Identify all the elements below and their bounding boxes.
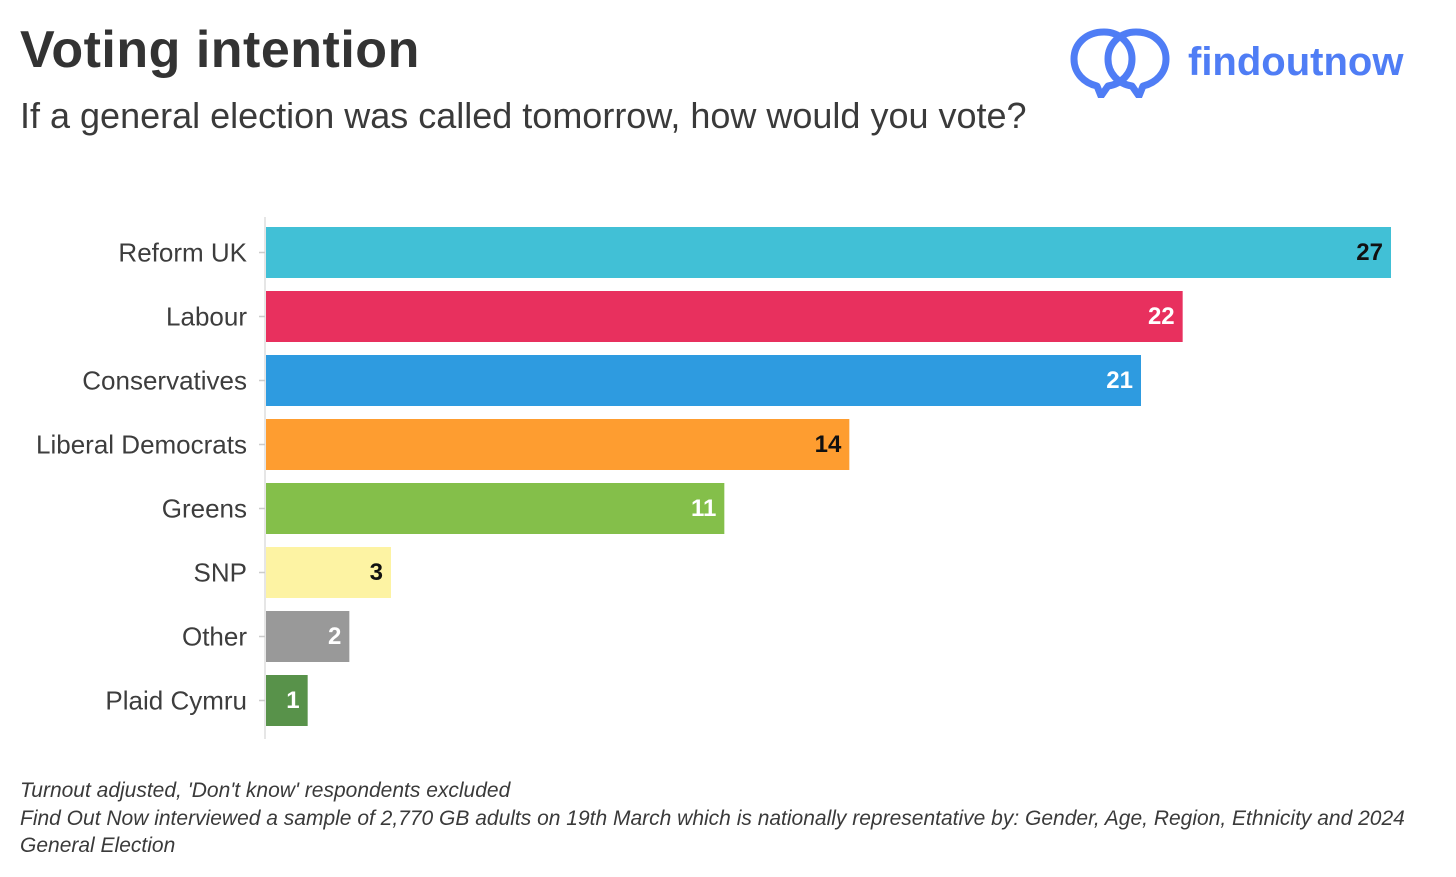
footnote-methodology: Find Out Now interviewed a sample of 2,7…	[20, 806, 1405, 858]
bar-reform-uk	[266, 227, 1391, 278]
chart-subtitle: If a general election was called tomorro…	[20, 95, 1027, 136]
category-label-plaid-cymru: Plaid Cymru	[105, 686, 247, 716]
findoutnow-logo: findoutnow	[1070, 26, 1403, 98]
bar-liberal-democrats	[266, 419, 850, 470]
category-label-snp: SNP	[194, 558, 247, 588]
chart-title: Voting intention	[20, 21, 420, 79]
footnote-turnout: Turnout adjusted, 'Don't know' responden…	[20, 779, 511, 802]
value-label-greens: 11	[691, 495, 716, 522]
category-label-conservatives: Conservatives	[82, 366, 247, 396]
value-label-snp: 3	[370, 559, 383, 586]
value-label-reform-uk: 27	[1356, 239, 1383, 266]
category-label-greens: Greens	[162, 494, 247, 524]
bar-snp	[266, 547, 391, 598]
value-label-conservatives: 21	[1106, 367, 1133, 394]
value-label-plaid-cymru: 1	[286, 687, 299, 714]
bar-other	[266, 611, 350, 662]
logo-wordmark: findoutnow	[1188, 39, 1404, 84]
value-label-liberal-democrats: 14	[815, 431, 842, 458]
two-speech-bubbles-icon	[1070, 28, 1170, 98]
bar-greens	[266, 483, 725, 534]
category-label-other: Other	[182, 622, 247, 652]
category-label-labour: Labour	[166, 302, 247, 332]
category-label-reform-uk: Reform UK	[118, 238, 247, 268]
bar-plaid-cymru	[266, 675, 308, 726]
category-label-liberal-democrats: Liberal Democrats	[36, 430, 247, 460]
footnotes: Turnout adjusted, 'Don't know' responden…	[20, 777, 1440, 860]
bar-labour	[266, 291, 1183, 342]
bar-conservatives	[266, 355, 1141, 406]
value-label-other: 2	[328, 623, 341, 650]
value-label-labour: 22	[1148, 303, 1175, 330]
